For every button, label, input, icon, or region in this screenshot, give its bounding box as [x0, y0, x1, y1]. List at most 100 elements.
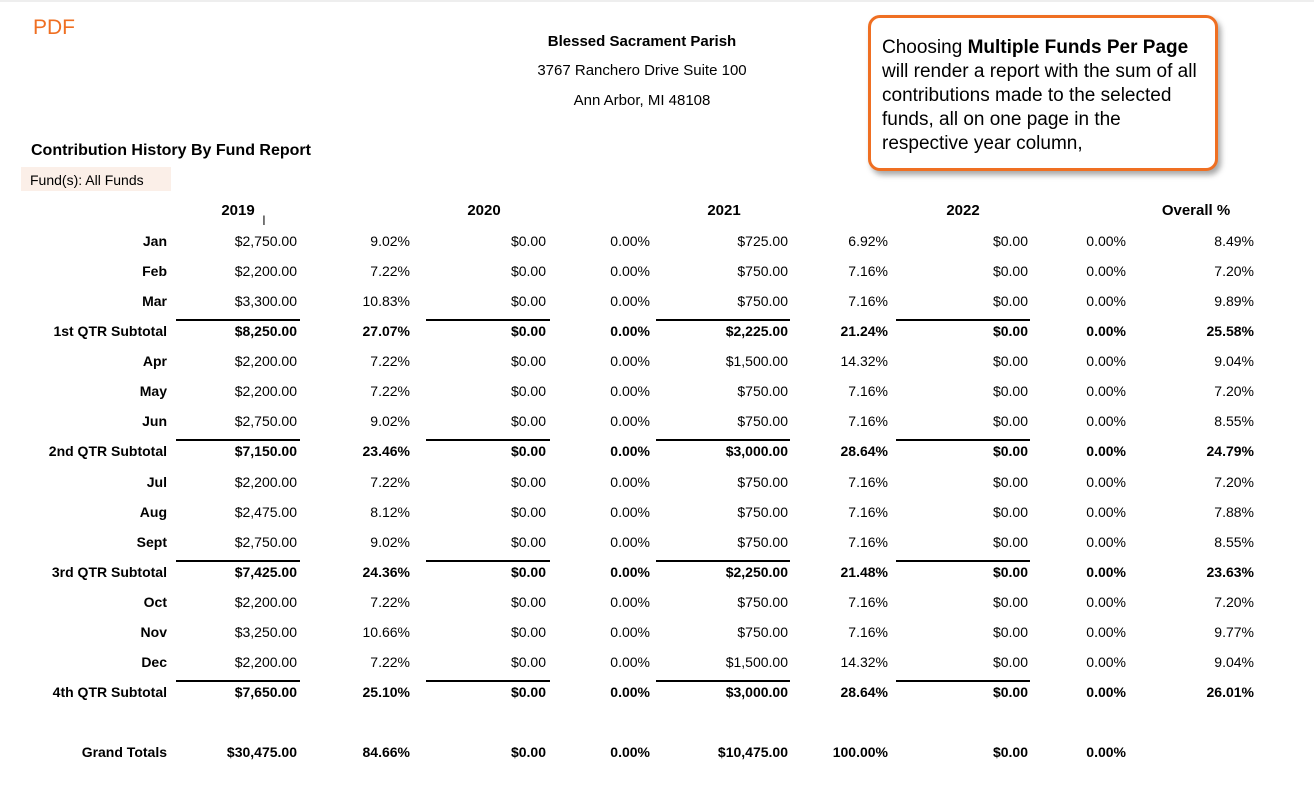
percent-2022: 0.00% [1086, 593, 1126, 610]
amount-2022: $0.00 [992, 473, 1028, 490]
percent-2019: 7.22% [370, 383, 410, 400]
amount-2022: $0.00 [992, 533, 1028, 550]
grand-row-label: Grand Totals [81, 744, 167, 761]
amount-2019: $2,200.00 [234, 383, 297, 400]
amount-2021: $725.00 [737, 233, 788, 249]
percent-2020: 0.00% [610, 623, 650, 640]
percent-2019: 7.22% [370, 653, 410, 670]
percent-2020: 0.00% [610, 383, 650, 400]
row-label: May [139, 383, 167, 400]
overall-percent: 25.58% [1206, 323, 1254, 340]
subtotal-rule [426, 680, 550, 683]
percent-2020: 0.00% [610, 653, 650, 670]
percent-2020: 0.00% [610, 233, 650, 249]
callout-bold-text: Multiple Funds Per Page [967, 37, 1189, 58]
amount-2022: $0.00 [992, 593, 1028, 610]
grand-totals-row: Grand Totals $30,475.00 84.66% $0.00 0.00% $1… [0, 741, 1314, 771]
percent-2020: 0.00% [610, 323, 650, 340]
amount-2022: $0.00 [992, 684, 1028, 701]
percent-2021: 14.32% [840, 653, 888, 670]
percent-2020: 0.00% [610, 593, 650, 610]
amount-2021: $750.00 [737, 473, 788, 490]
percent-2022: 0.00% [1086, 473, 1126, 490]
subtotal-rule [176, 559, 300, 562]
percent-2022: 0.00% [1086, 233, 1126, 249]
top-divider [0, 0, 1314, 2]
amount-2021: $1,500.00 [725, 653, 788, 670]
amount-2019: $7,650.00 [234, 684, 297, 701]
column-header-2020: 2020 [467, 202, 501, 219]
subtotal-rule [656, 439, 790, 442]
table-row: Oct $2,200.00 7.22% $0.00 0.00% $750.00 7.16% $… [0, 591, 1314, 621]
overall-percent: 8.55% [1214, 413, 1254, 430]
amount-2022: $0.00 [992, 263, 1028, 280]
amount-2022: $0.00 [992, 623, 1028, 640]
row-label: Oct [143, 593, 167, 610]
amount-2021: $2,225.00 [725, 323, 788, 340]
percent-2019: 10.66% [362, 623, 410, 640]
amount-2020: $0.00 [510, 503, 546, 520]
table-row: Jul $2,200.00 7.22% $0.00 0.00% $750.00 7.16% $… [0, 471, 1314, 501]
percent-2019: 23.46% [362, 443, 410, 460]
overall-percent: 7.20% [1214, 593, 1254, 610]
table-row: Feb $2,200.00 7.22% $0.00 0.00% $750.00 7.16% $… [0, 260, 1314, 290]
overall-percent: 23.63% [1206, 563, 1254, 580]
amount-2019: $2,475.00 [234, 503, 297, 520]
organization-name: Blessed Sacrament Parish [547, 33, 737, 50]
table-row: Aug $2,475.00 8.12% $0.00 0.00% $750.00 7.16% $… [0, 501, 1314, 531]
callout-text-before: Choosing [882, 37, 968, 58]
table-row: Apr $2,200.00 7.22% $0.00 0.00% $1,500.00 14.3… [0, 350, 1314, 380]
overall-percent: 26.01% [1206, 684, 1254, 701]
table-row: Jun $2,750.00 9.02% $0.00 0.00% $750.00 7.16% $… [0, 410, 1314, 440]
percent-2021: 6.92% [848, 233, 888, 249]
amount-2022: $0.00 [992, 653, 1028, 670]
percent-2022: 0.00% [1086, 533, 1126, 550]
percent-2021: 28.64% [840, 443, 888, 460]
subtotal-rule [426, 439, 550, 442]
grand-percent-2020: 0.00% [610, 744, 650, 761]
subtotal-row: 1st QTR Subtotal $8,250.00 27.07% $0.00 0.00… [0, 319, 1314, 350]
percent-2021: 7.16% [848, 263, 888, 280]
callout-text-after: will render a report with the sum of all… [882, 61, 1197, 154]
percent-2021: 7.16% [848, 293, 888, 310]
table-row: Dec $2,200.00 7.22% $0.00 0.00% $1,500.00 14.3… [0, 651, 1314, 681]
percent-2019: 24.36% [362, 563, 410, 580]
amount-2021: $750.00 [737, 593, 788, 610]
percent-2020: 0.00% [610, 353, 650, 370]
row-label: 4th QTR Subtotal [52, 684, 167, 701]
percent-2021: 7.16% [848, 533, 888, 550]
row-label: 2nd QTR Subtotal [48, 443, 167, 460]
overall-percent: 8.49% [1214, 233, 1254, 249]
percent-2022: 0.00% [1086, 443, 1126, 460]
pdf-label[interactable]: PDF [33, 16, 75, 39]
amount-2021: $750.00 [737, 263, 788, 280]
overall-percent: 9.77% [1214, 623, 1254, 640]
overall-percent: 24.79% [1206, 443, 1254, 460]
row-label: Dec [141, 653, 167, 670]
amount-2021: $750.00 [737, 503, 788, 520]
percent-2019: 9.02% [370, 233, 410, 249]
subtotal-rule [896, 680, 1030, 683]
percent-2022: 0.00% [1086, 653, 1126, 670]
percent-2021: 21.48% [840, 563, 888, 580]
overall-percent: 9.04% [1214, 353, 1254, 370]
grand-percent-2022: 0.00% [1086, 744, 1126, 761]
percent-2020: 0.00% [610, 293, 650, 310]
percent-2020: 0.00% [610, 563, 650, 580]
amount-2022: $0.00 [992, 413, 1028, 430]
column-header-overall: Overall % [1161, 202, 1231, 219]
amount-2019: $3,300.00 [234, 293, 297, 310]
amount-2019: $7,150.00 [234, 443, 297, 460]
subtotal-rule [896, 319, 1030, 322]
percent-2021: 28.64% [840, 684, 888, 701]
percent-2019: 27.07% [362, 323, 410, 340]
overall-percent: 7.20% [1214, 473, 1254, 490]
row-label: Mar [142, 293, 167, 310]
subtotal-row: 2nd QTR Subtotal $7,150.00 23.46% $0.00 0.00… [0, 439, 1314, 470]
amount-2022: $0.00 [992, 503, 1028, 520]
amount-2022: $0.00 [992, 383, 1028, 400]
funds-filter-badge: Fund(s): All Funds [21, 167, 171, 191]
percent-2020: 0.00% [610, 413, 650, 430]
subtotal-rule [176, 319, 300, 322]
overall-percent: 7.88% [1214, 503, 1254, 520]
